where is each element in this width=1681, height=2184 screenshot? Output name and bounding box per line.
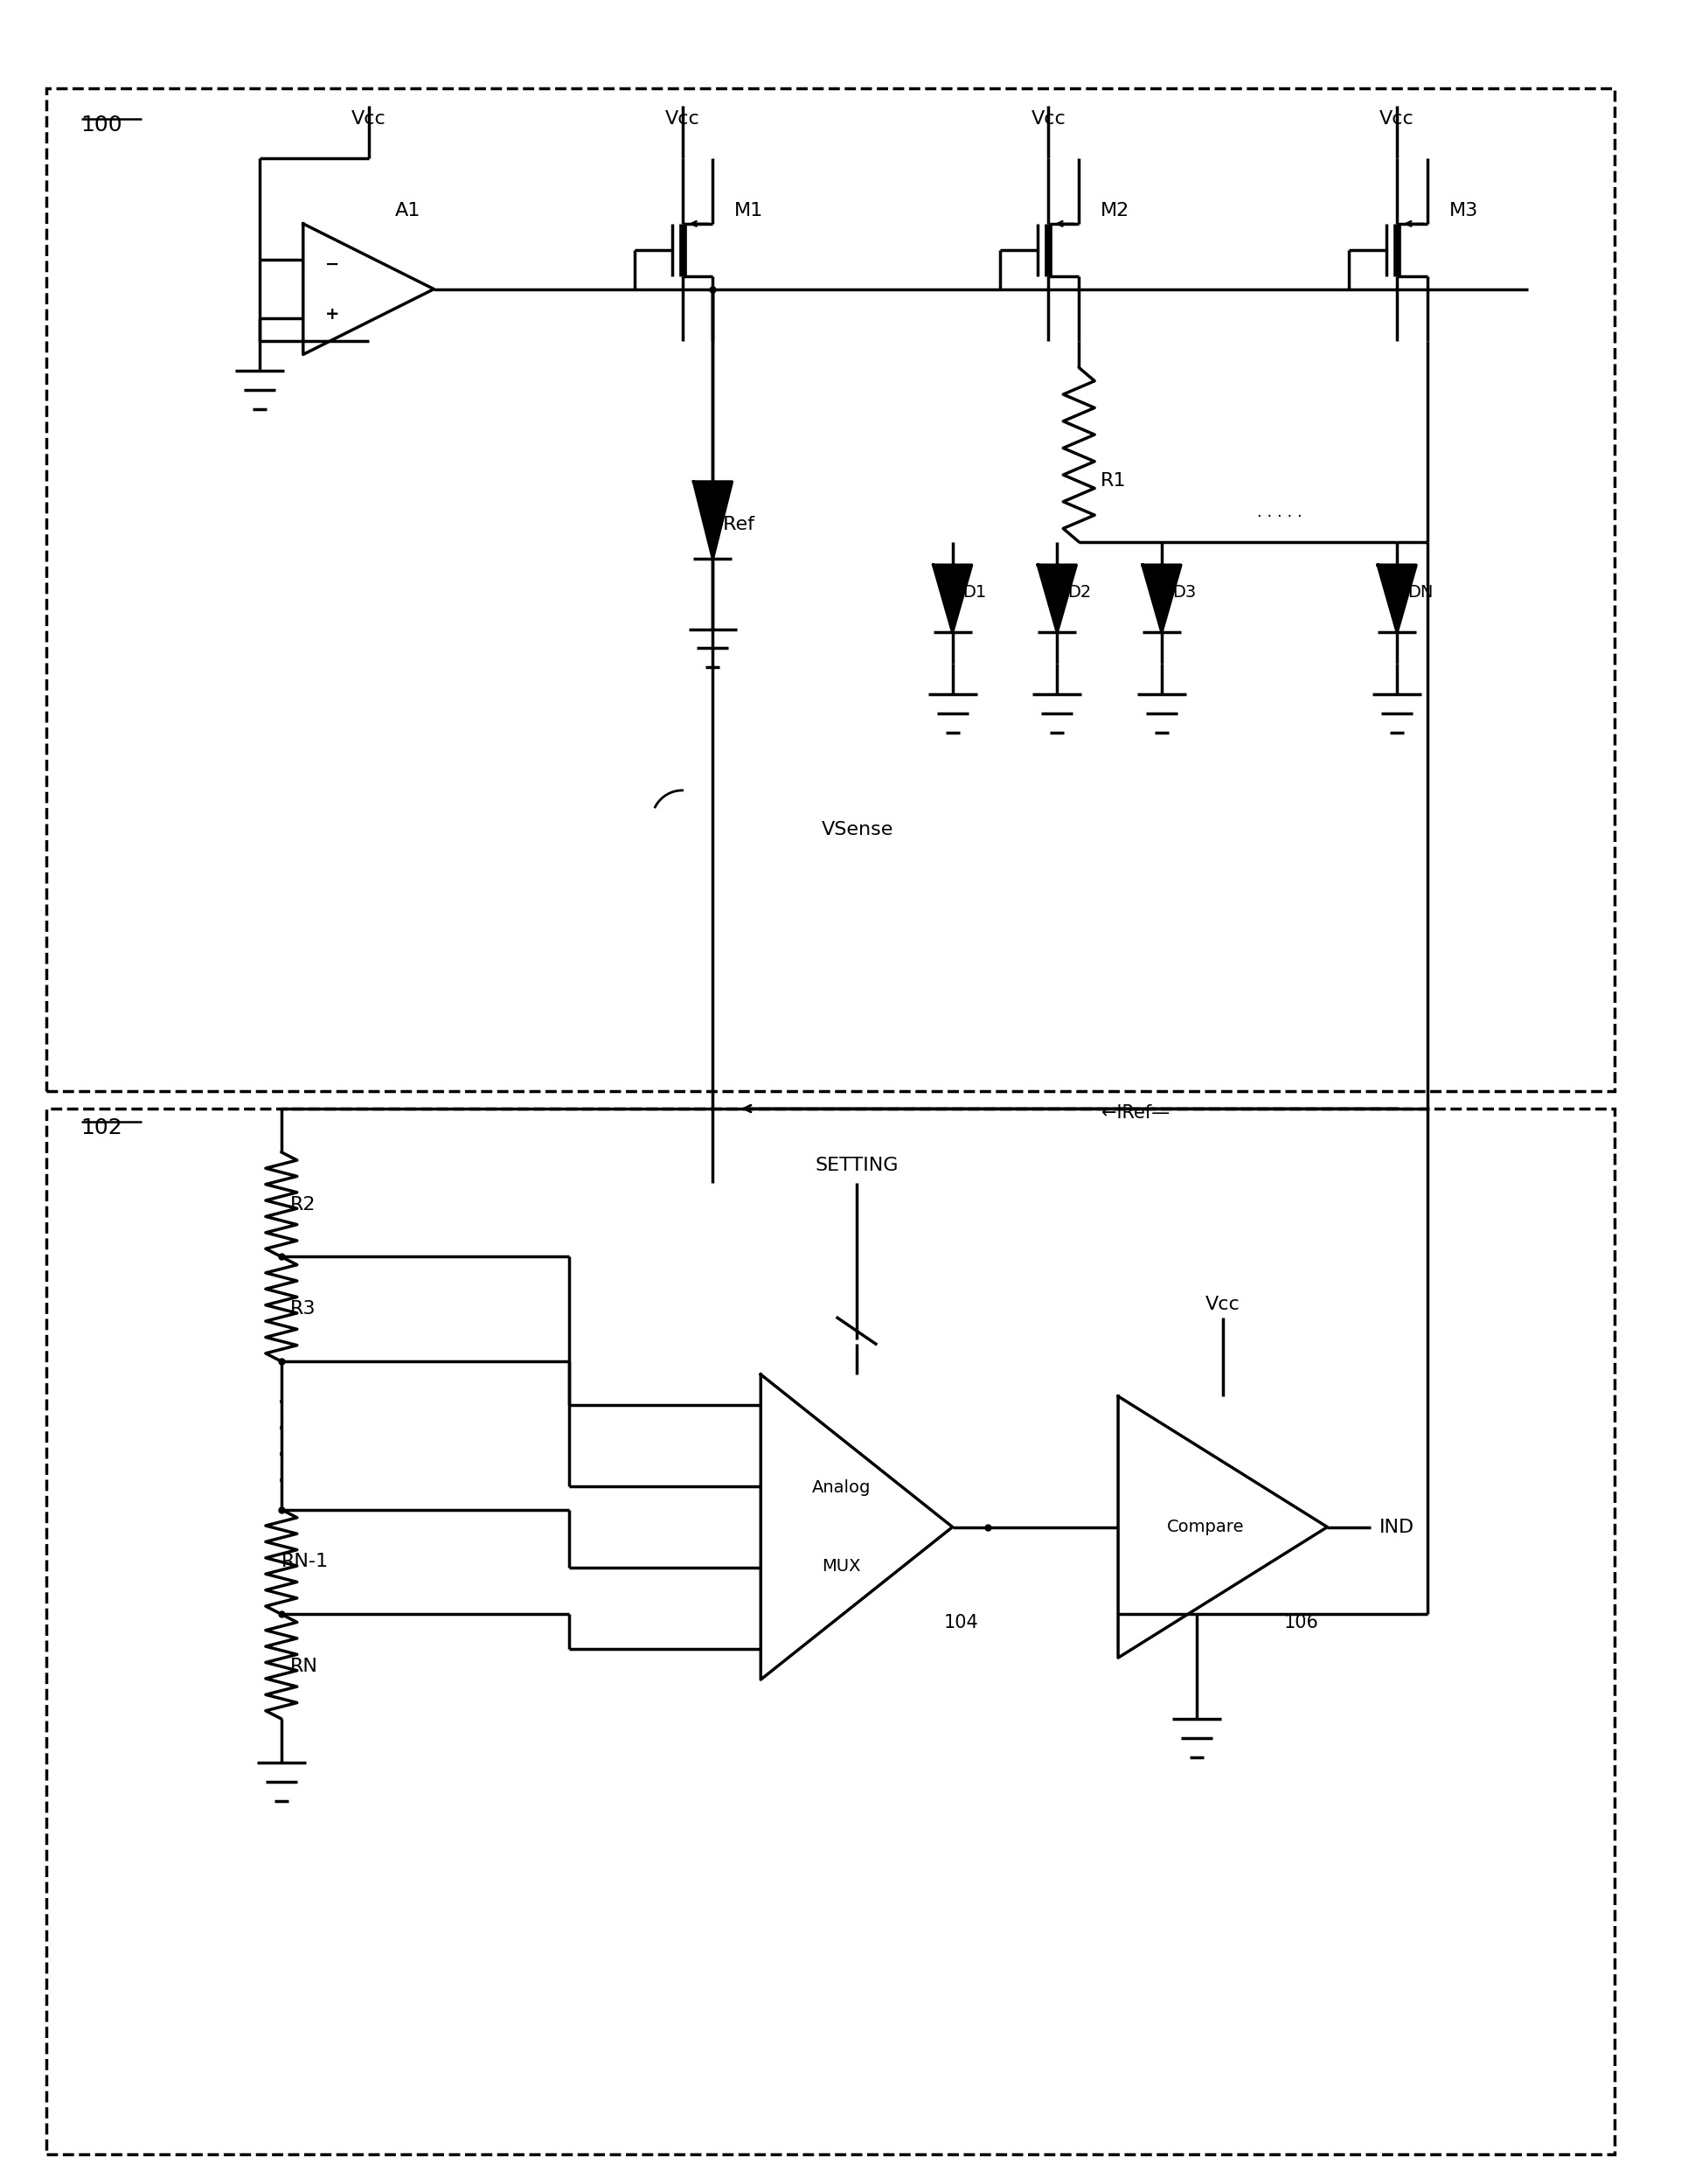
Text: Vcc: Vcc [1378,111,1414,129]
Text: MUX: MUX [822,1559,861,1575]
Text: R3: R3 [289,1299,316,1317]
Text: Vcc: Vcc [1205,1295,1239,1313]
Text: .: . [277,1409,286,1435]
Text: Compare: Compare [1167,1518,1244,1535]
Text: D1: D1 [963,583,987,601]
Text: A1: A1 [395,201,420,218]
Text: IND: IND [1378,1518,1414,1535]
Text: .: . [277,1382,286,1409]
Text: −: − [324,256,340,273]
Text: 104: 104 [943,1614,978,1631]
Polygon shape [1141,566,1180,631]
Text: +: + [324,306,340,323]
Text: SETTING: SETTING [815,1158,898,1175]
Text: Vcc: Vcc [1030,111,1066,129]
Text: RN: RN [289,1658,318,1675]
Text: 106: 106 [1283,1614,1318,1631]
Text: M3: M3 [1449,201,1478,218]
Text: ←IRef—: ←IRef— [1101,1105,1168,1123]
Text: 100: 100 [81,116,123,135]
Text: Analog: Analog [812,1479,871,1496]
Text: R2: R2 [289,1195,316,1212]
Bar [45,90,1614,1092]
Polygon shape [1377,566,1415,631]
Text: .: . [277,1461,286,1487]
Text: DRef: DRef [708,515,755,533]
Text: 102: 102 [81,1118,123,1138]
Polygon shape [1037,566,1076,631]
Text: M2: M2 [1099,201,1130,218]
Text: D2: D2 [1067,583,1091,601]
Text: D3: D3 [1172,583,1195,601]
Polygon shape [933,566,972,631]
Polygon shape [693,483,731,559]
Text: RN-1: RN-1 [281,1553,328,1570]
Text: Vcc: Vcc [351,111,385,129]
Bar [45,1109,1614,2156]
Text: Vcc: Vcc [664,111,699,129]
Text: .: . [277,1435,286,1461]
Text: . . . . .: . . . . . [1256,505,1301,520]
Text: DN: DN [1407,583,1432,601]
Text: VSense: VSense [822,821,893,839]
Text: M1: M1 [735,201,763,218]
Text: R1: R1 [1099,472,1126,489]
